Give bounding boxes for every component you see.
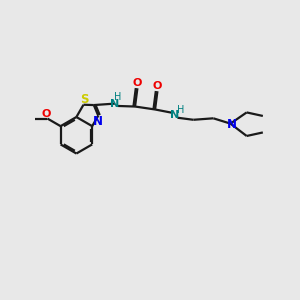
Text: O: O — [41, 109, 51, 118]
Text: N: N — [93, 115, 103, 128]
Text: H: H — [114, 92, 121, 102]
Text: N: N — [227, 118, 237, 131]
Text: H: H — [177, 105, 184, 116]
Text: O: O — [133, 78, 142, 88]
Text: N: N — [170, 110, 180, 120]
Text: S: S — [80, 93, 88, 106]
Text: O: O — [153, 81, 162, 91]
Text: N: N — [110, 99, 120, 109]
